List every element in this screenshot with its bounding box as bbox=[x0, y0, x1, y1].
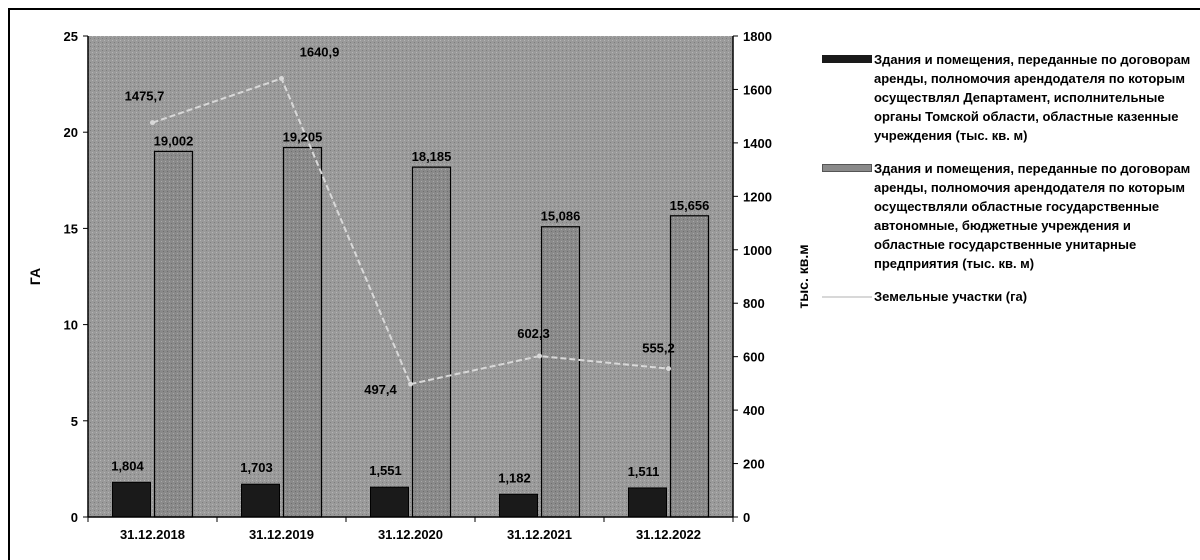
legend-swatch-series-3 bbox=[822, 296, 872, 298]
x-tick-label-1: 31.12.2018 bbox=[120, 527, 185, 542]
line-point-series-3-1 bbox=[150, 120, 155, 126]
data-label-series-1-1: 1,804 bbox=[111, 458, 144, 473]
bar-series-1-1 bbox=[112, 481, 151, 518]
data-label-series-1-3: 1,551 bbox=[369, 463, 402, 478]
line-point-series-3-2 bbox=[279, 76, 284, 82]
y2-tick-label-5: 800 bbox=[743, 296, 765, 311]
data-label-series-3-3: 497,4 bbox=[364, 382, 397, 397]
y-tick-label-4: 15 bbox=[64, 221, 78, 236]
legend-item-series-3: Земельные участки (га) bbox=[820, 287, 1200, 306]
bar-series-2-4 bbox=[540, 226, 581, 518]
y2-tick-label-6: 1000 bbox=[743, 243, 772, 258]
y-tick-label-2: 5 bbox=[71, 414, 78, 429]
data-label-series-2-5: 15,656 bbox=[670, 198, 710, 213]
bar-series-1-4 bbox=[499, 493, 538, 518]
bar-series-2-5 bbox=[669, 215, 710, 518]
line-point-series-3-5 bbox=[666, 366, 671, 372]
legend-label-series-2: Здания и помещения, переданные по догово… bbox=[874, 161, 1191, 271]
legend-swatch-series-1 bbox=[822, 55, 872, 63]
y2-tick-label-9: 1600 bbox=[743, 82, 772, 97]
y2-axis-title: тыс. кв.м bbox=[795, 244, 811, 308]
y-axis-title: ГА bbox=[27, 268, 43, 285]
y-tick-label-1: 0 bbox=[71, 510, 78, 525]
data-label-series-2-3: 18,185 bbox=[412, 149, 452, 164]
data-label-series-3-2: 1640,9 bbox=[300, 45, 340, 60]
data-label-series-3-1: 1475,7 bbox=[125, 89, 165, 104]
legend-item-series-1: Здания и помещения, переданные по догово… bbox=[820, 50, 1200, 145]
y-tick-label-5: 20 bbox=[64, 125, 78, 140]
y2-tick-label-2: 200 bbox=[743, 457, 765, 472]
y2-tick-label-8: 1400 bbox=[743, 136, 772, 151]
legend-label-series-1: Здания и помещения, переданные по догово… bbox=[874, 52, 1191, 143]
bar-series-2-1 bbox=[153, 150, 194, 518]
x-tick-label-3: 31.12.2020 bbox=[378, 527, 443, 542]
data-label-series-1-4: 1,182 bbox=[498, 470, 531, 485]
legend-label-series-3: Земельные участки (га) bbox=[874, 289, 1028, 304]
data-label-series-2-2: 19,205 bbox=[283, 129, 323, 144]
data-label-series-1-2: 1,703 bbox=[240, 460, 273, 475]
line-point-series-3-3 bbox=[408, 381, 413, 387]
bar-series-1-5 bbox=[628, 487, 667, 518]
data-label-series-3-4: 602,3 bbox=[517, 326, 550, 341]
bar-series-2-3 bbox=[411, 166, 452, 518]
bar-series-2-2 bbox=[282, 146, 323, 518]
x-tick-label-2: 31.12.2019 bbox=[249, 527, 314, 542]
legend-item-series-2: Здания и помещения, переданные по догово… bbox=[820, 159, 1200, 273]
plot-area bbox=[88, 36, 733, 517]
legend-swatch-series-2 bbox=[822, 164, 872, 172]
y-tick-label-3: 10 bbox=[64, 318, 78, 333]
data-label-series-1-5: 1,511 bbox=[628, 464, 660, 479]
bar-series-1-2 bbox=[241, 483, 280, 518]
y2-tick-label-3: 400 bbox=[743, 403, 765, 418]
data-label-series-3-5: 555,2 bbox=[642, 341, 675, 356]
bar-series-1-3 bbox=[370, 486, 409, 518]
y-tick-label-6: 25 bbox=[64, 29, 78, 44]
line-point-series-3-4 bbox=[537, 353, 542, 359]
y2-tick-label-1: 0 bbox=[743, 510, 750, 525]
legend: Здания и помещения, переданные по догово… bbox=[820, 50, 1200, 320]
y2-tick-label-10: 1800 bbox=[743, 29, 772, 44]
chart-frame bbox=[8, 8, 1200, 560]
data-label-series-2-4: 15,086 bbox=[541, 209, 581, 224]
x-tick-label-5: 31.12.2022 bbox=[636, 527, 701, 542]
y2-tick-label-7: 1200 bbox=[743, 189, 772, 204]
x-tick-label-4: 31.12.2021 bbox=[507, 527, 572, 542]
data-label-series-2-1: 19,002 bbox=[154, 133, 194, 148]
y2-tick-label-4: 600 bbox=[743, 350, 765, 365]
